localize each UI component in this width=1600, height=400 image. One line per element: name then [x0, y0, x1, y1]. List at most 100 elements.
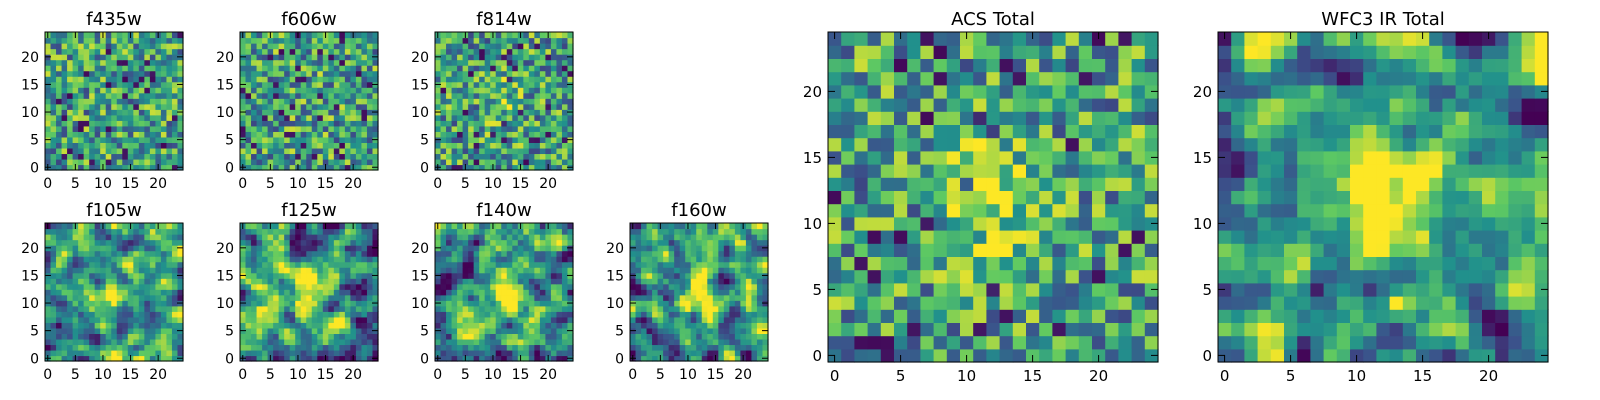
heatmap-cell: [116, 305, 123, 312]
heatmap-cell: [451, 338, 458, 346]
heatmap-cell: [457, 153, 464, 160]
heatmap-cell: [83, 311, 90, 318]
heatmap-cell: [517, 92, 524, 99]
heatmap-cell: [311, 283, 318, 290]
heatmap-cell: [105, 70, 112, 77]
heatmap-cell: [641, 316, 648, 323]
heatmap-cell: [523, 223, 530, 230]
heatmap-cell: [440, 114, 447, 121]
heatmap-cell: [50, 87, 57, 94]
heatmap-cell: [122, 349, 129, 357]
heatmap-cell: [67, 338, 74, 346]
heatmap-cell: [339, 114, 346, 121]
heatmap-cell: [267, 245, 274, 252]
heatmap-cell: [440, 355, 447, 362]
heatmap-cell: [328, 349, 335, 357]
x-tick-label: 15: [707, 367, 725, 383]
heatmap-cell: [473, 322, 480, 329]
heatmap-cell: [105, 164, 112, 171]
heatmap-cell: [328, 54, 335, 61]
heatmap-cell: [561, 136, 569, 143]
heatmap-cell: [986, 296, 1001, 310]
heatmap-cell: [512, 300, 519, 307]
heatmap-cell: [528, 355, 535, 362]
heatmap-cell: [960, 230, 974, 244]
heatmap-cell: [240, 256, 247, 263]
heatmap-cell: [355, 289, 363, 296]
heatmap-cell: [262, 81, 269, 88]
heatmap-cell: [78, 311, 85, 318]
heatmap-cell: [652, 261, 659, 268]
heatmap-cell: [89, 70, 96, 77]
heatmap-cell: [317, 65, 324, 72]
heatmap-cell: [534, 338, 541, 346]
heatmap-cell: [451, 256, 458, 263]
heatmap-cell: [523, 54, 530, 61]
heatmap-cell: [1131, 164, 1146, 178]
heatmap-cell: [512, 245, 519, 252]
heatmap-cell: [630, 239, 637, 246]
heatmap-cell: [289, 344, 296, 351]
heatmap-cell: [306, 92, 313, 99]
heatmap-cell: [729, 272, 736, 279]
heatmap-cell: [457, 223, 464, 230]
heatmap-cell: [127, 109, 134, 116]
heatmap-cell: [473, 98, 480, 105]
heatmap-cell: [83, 305, 90, 312]
heatmap-cell: [907, 164, 921, 178]
heatmap-cell: [361, 103, 368, 110]
heatmap-cell: [451, 267, 458, 274]
heatmap-cell: [311, 120, 318, 127]
heatmap-cell: [105, 278, 112, 285]
heatmap-cell: [528, 322, 535, 329]
heatmap-cell: [534, 355, 541, 362]
heatmap-cell: [171, 158, 179, 166]
heatmap-cell: [328, 294, 335, 301]
heatmap-cell: [100, 131, 107, 138]
heatmap-cell: [366, 228, 374, 235]
heatmap-cell: [171, 164, 179, 171]
heatmap-cell: [144, 228, 151, 235]
heatmap-cell: [56, 142, 63, 149]
heatmap-cell: [317, 164, 324, 171]
heatmap-cell: [567, 114, 574, 121]
heatmap-cell: [122, 32, 129, 39]
heatmap-cell: [89, 327, 96, 334]
heatmap-cell: [490, 98, 497, 105]
heatmap-cell: [300, 322, 307, 329]
heatmap-cell: [344, 136, 351, 143]
heatmap-cell: [484, 272, 491, 279]
heatmap-cell: [251, 54, 258, 61]
heatmap-cell: [295, 327, 302, 334]
heatmap-cell: [630, 234, 637, 241]
heatmap-cell: [550, 158, 558, 166]
heatmap-cell: [245, 283, 252, 290]
heatmap-cell: [435, 322, 442, 329]
heatmap-cell: [45, 289, 52, 296]
heatmap-cell: [646, 338, 653, 346]
heatmap-cell: [484, 289, 491, 296]
heatmap-cell: [440, 164, 447, 171]
heatmap-cell: [56, 234, 63, 241]
heatmap-cell: [729, 344, 736, 351]
y-tick-label: 10: [411, 296, 429, 312]
heatmap-cell: [561, 92, 569, 99]
heatmap-cell: [89, 81, 96, 88]
heatmap-cell: [1078, 309, 1093, 323]
heatmap-cell: [468, 245, 475, 252]
heatmap-cell: [328, 120, 335, 127]
heatmap-cell: [556, 261, 563, 268]
heatmap-cell: [745, 272, 753, 279]
heatmap-cell: [56, 256, 63, 263]
heatmap-cell: [894, 190, 908, 205]
heatmap-cell: [1012, 256, 1027, 271]
heatmap-cell: [986, 256, 1001, 271]
heatmap-cell: [751, 316, 758, 323]
heatmap-cell: [756, 228, 764, 235]
heatmap-cell: [61, 87, 68, 94]
heatmap-cell: [550, 223, 558, 230]
heatmap-cell: [45, 294, 52, 301]
heatmap-cell: [311, 289, 318, 296]
heatmap-cell: [127, 267, 134, 274]
heatmap-cell: [1144, 190, 1159, 205]
